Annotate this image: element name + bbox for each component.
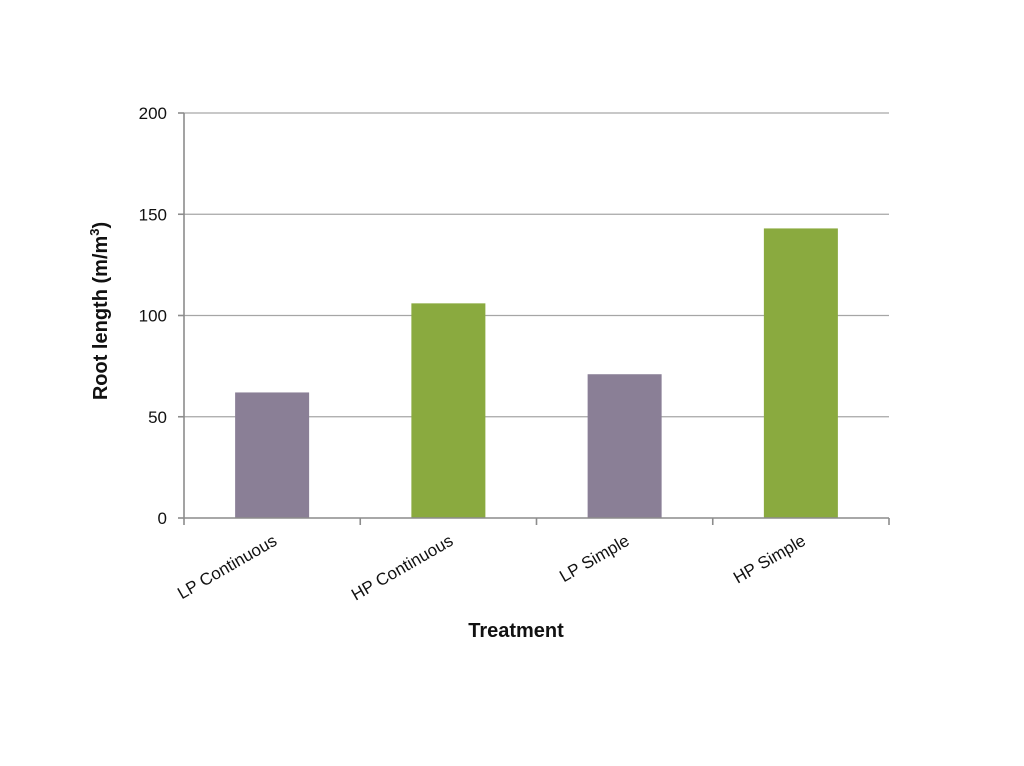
x-axis-title: Treatment xyxy=(468,620,564,642)
y-tick-label: 150 xyxy=(139,205,167,224)
bars xyxy=(235,228,838,519)
x-axis-category-labels: LP Continuous HP Continuous LP Simple HP Si… xyxy=(174,531,809,604)
x-category-label: LP Simple xyxy=(556,531,632,586)
y-tick-label: 100 xyxy=(139,307,167,326)
bar-hp-continuous xyxy=(411,303,486,518)
y-axis-tick-labels: 0 50 100 150 200 xyxy=(139,104,167,528)
bar-lp-simple xyxy=(587,374,662,518)
y-axis-title-superscript: 3 xyxy=(87,229,102,236)
x-category-label: HP Simple xyxy=(730,531,809,587)
bar-hp-simple xyxy=(763,228,838,519)
y-tick-label: 0 xyxy=(158,509,167,528)
y-tick-label: 200 xyxy=(139,104,167,123)
y-axis-title: Root length (m/m3) xyxy=(87,222,112,400)
x-category-label: HP Continuous xyxy=(348,531,456,604)
axes xyxy=(178,112,890,525)
bar-lp-continuous xyxy=(235,392,310,518)
x-category-label: LP Continuous xyxy=(174,531,280,603)
y-axis-title-main: Root length (m/m xyxy=(90,236,112,400)
y-tick-label: 50 xyxy=(148,408,167,427)
y-axis-title-close: ) xyxy=(90,222,112,229)
